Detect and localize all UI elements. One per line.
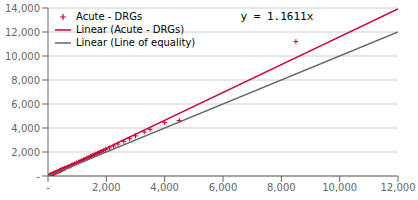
svg-text:6,000: 6,000: [11, 99, 40, 110]
svg-text:4,000: 4,000: [150, 182, 179, 193]
svg-text:12,000: 12,000: [8, 27, 40, 38]
html-text:Acute - DRGs: Acute - DRGs: [76, 11, 143, 22]
svg-text:-: -: [46, 182, 50, 193]
svg-text:8,000: 8,000: [11, 75, 40, 86]
svg-text:2,000: 2,000: [92, 182, 121, 193]
svg-text:6,000: 6,000: [209, 182, 238, 193]
svg-text:2,000: 2,000: [11, 147, 40, 158]
html-text:Linear (Acute - DRGs): Linear (Acute - DRGs): [76, 24, 185, 35]
html-text:Linear (Line of equality): Linear (Line of equality): [76, 37, 196, 48]
svg-text:10,000: 10,000: [8, 51, 40, 62]
svg-text:4,000: 4,000: [11, 123, 40, 134]
svg-text:8,000: 8,000: [267, 182, 296, 193]
html-text:y = 1.1611x: y = 1.1611x: [240, 10, 314, 23]
svg-text:14,000: 14,000: [8, 3, 40, 14]
svg-text:10,000: 10,000: [322, 182, 357, 193]
svg-text:-: -: [36, 171, 40, 182]
svg-text:12,000: 12,000: [381, 182, 411, 193]
